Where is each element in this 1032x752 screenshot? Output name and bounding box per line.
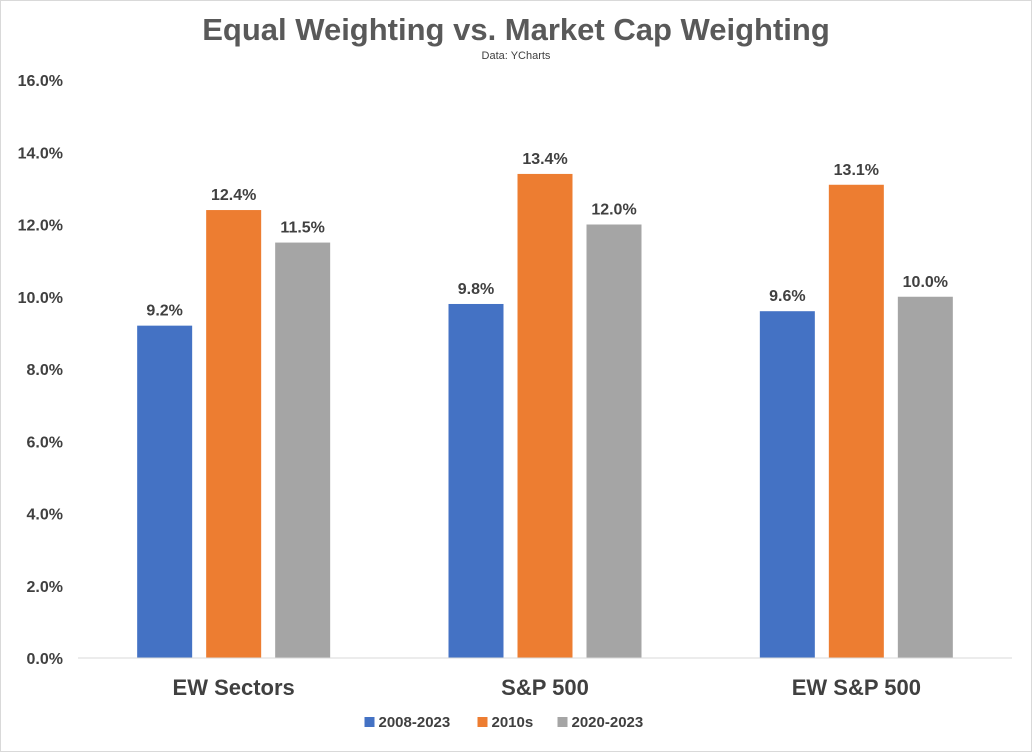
y-tick-label: 2.0% [27, 579, 63, 596]
data-label: 12.4% [211, 187, 256, 204]
legend-label: 2008-2023 [379, 714, 451, 731]
legend-swatch [364, 717, 375, 727]
legend-swatch [477, 717, 488, 727]
x-tick-label: EW S&P 500 [792, 675, 921, 700]
data-labels-group: 9.2% 12.4% 11.5% 9.8% 13.4% 12.0% 9.6% 13.1% 10.… [146, 151, 948, 320]
x-axis: EW Sectors S&P 500 EW S&P 500 [173, 675, 921, 700]
chart-subtitle: Data: YCharts [482, 50, 551, 62]
data-label: 13.1% [834, 162, 879, 179]
x-tick-label: S&P 500 [501, 675, 589, 700]
bar [448, 303, 504, 658]
data-label: 11.5% [280, 220, 324, 237]
data-label: 9.6% [769, 288, 805, 305]
legend-label: 2010s [492, 714, 534, 731]
legend-swatch [557, 717, 568, 727]
y-tick-label: 14.0% [18, 145, 63, 162]
y-tick-label: 4.0% [27, 507, 63, 524]
bar [897, 296, 953, 658]
bar [137, 325, 193, 658]
bar [275, 242, 331, 658]
data-label: 9.8% [458, 281, 494, 298]
chart-title: Equal Weighting vs. Market Cap Weighting [202, 12, 830, 47]
y-tick-label: 6.0% [27, 434, 63, 451]
data-label: 12.0% [591, 202, 636, 219]
y-tick-label: 0.0% [27, 651, 63, 668]
y-tick-label: 12.0% [18, 218, 63, 235]
y-tick-label: 10.0% [18, 290, 63, 307]
data-label: 13.4% [522, 151, 567, 168]
y-axis: 0.0% 2.0% 4.0% 6.0% 8.0% 10.0% 12.0% 14.0% 16.0% [18, 73, 63, 668]
x-tick-label: EW Sectors [173, 675, 295, 700]
bar [759, 311, 815, 658]
bar [586, 224, 642, 658]
legend-label: 2020-2023 [572, 714, 644, 731]
bar [206, 210, 262, 659]
y-tick-label: 8.0% [27, 362, 63, 379]
bars-group [137, 173, 953, 659]
bar [517, 173, 573, 659]
data-label: 10.0% [903, 274, 948, 291]
y-tick-label: 16.0% [18, 73, 63, 90]
data-label: 9.2% [146, 303, 182, 320]
legend: 2008-2023 2010s 2020-2023 [364, 714, 644, 731]
bar [828, 184, 884, 658]
